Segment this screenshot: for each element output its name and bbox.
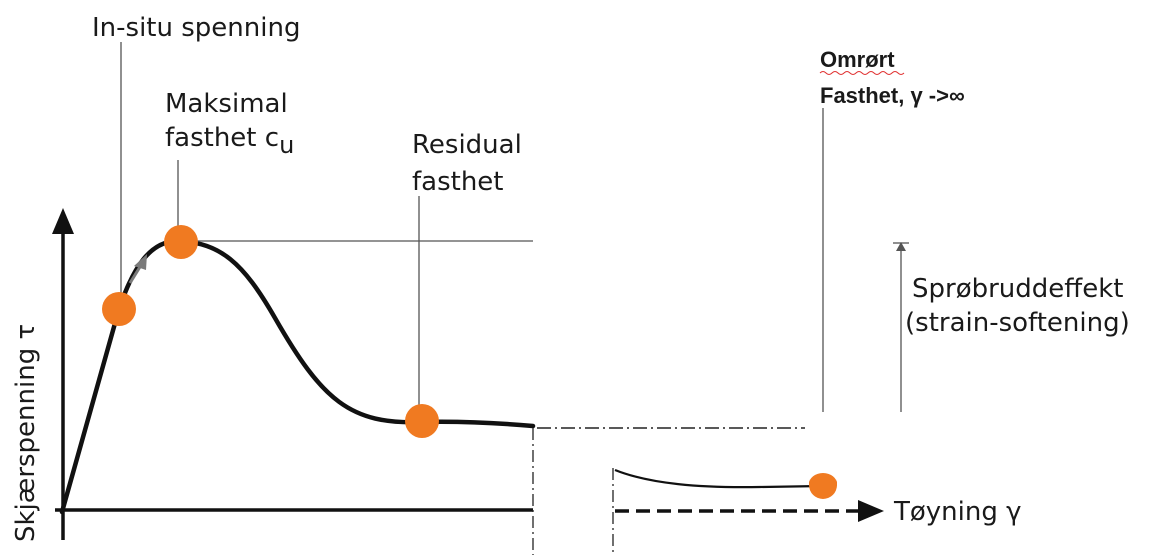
maks-label-line2: fasthet cu [165,123,294,159]
peak-marker [164,225,198,259]
in-situ-label: In-situ spenning [92,13,300,43]
residual-label-line1: Residual [412,130,522,160]
stress-strain-curve [59,238,536,515]
y-axis [52,208,74,540]
residual-label-line2: fasthet [412,167,504,197]
maks-subscript: u [279,131,294,159]
x-axis-label: Tøyning γ [893,497,1022,527]
loading-direction-arrow [128,254,147,284]
spellcheck-squiggle [819,71,905,75]
sprobrudd-label-line2: (strain-softening) [905,308,1130,338]
sprobrudd-arrow [893,242,909,412]
maks-label-line1: Maksimal [165,89,288,119]
remoulded-curve [614,468,823,489]
remoulded-marker [809,479,837,499]
omrort-label-line2: Fasthet, γ ->∞ [820,83,965,108]
omrort-label-line1: Omrørt [820,47,895,72]
in-situ-marker [102,292,136,326]
sprobrudd-label-line1: Sprøbruddeffekt [912,274,1123,304]
remoulded-marker-body [809,473,837,495]
y-axis-label: Skjærspenning τ [11,324,41,542]
x-axis-dashed [615,500,884,522]
residual-marker [405,404,439,438]
